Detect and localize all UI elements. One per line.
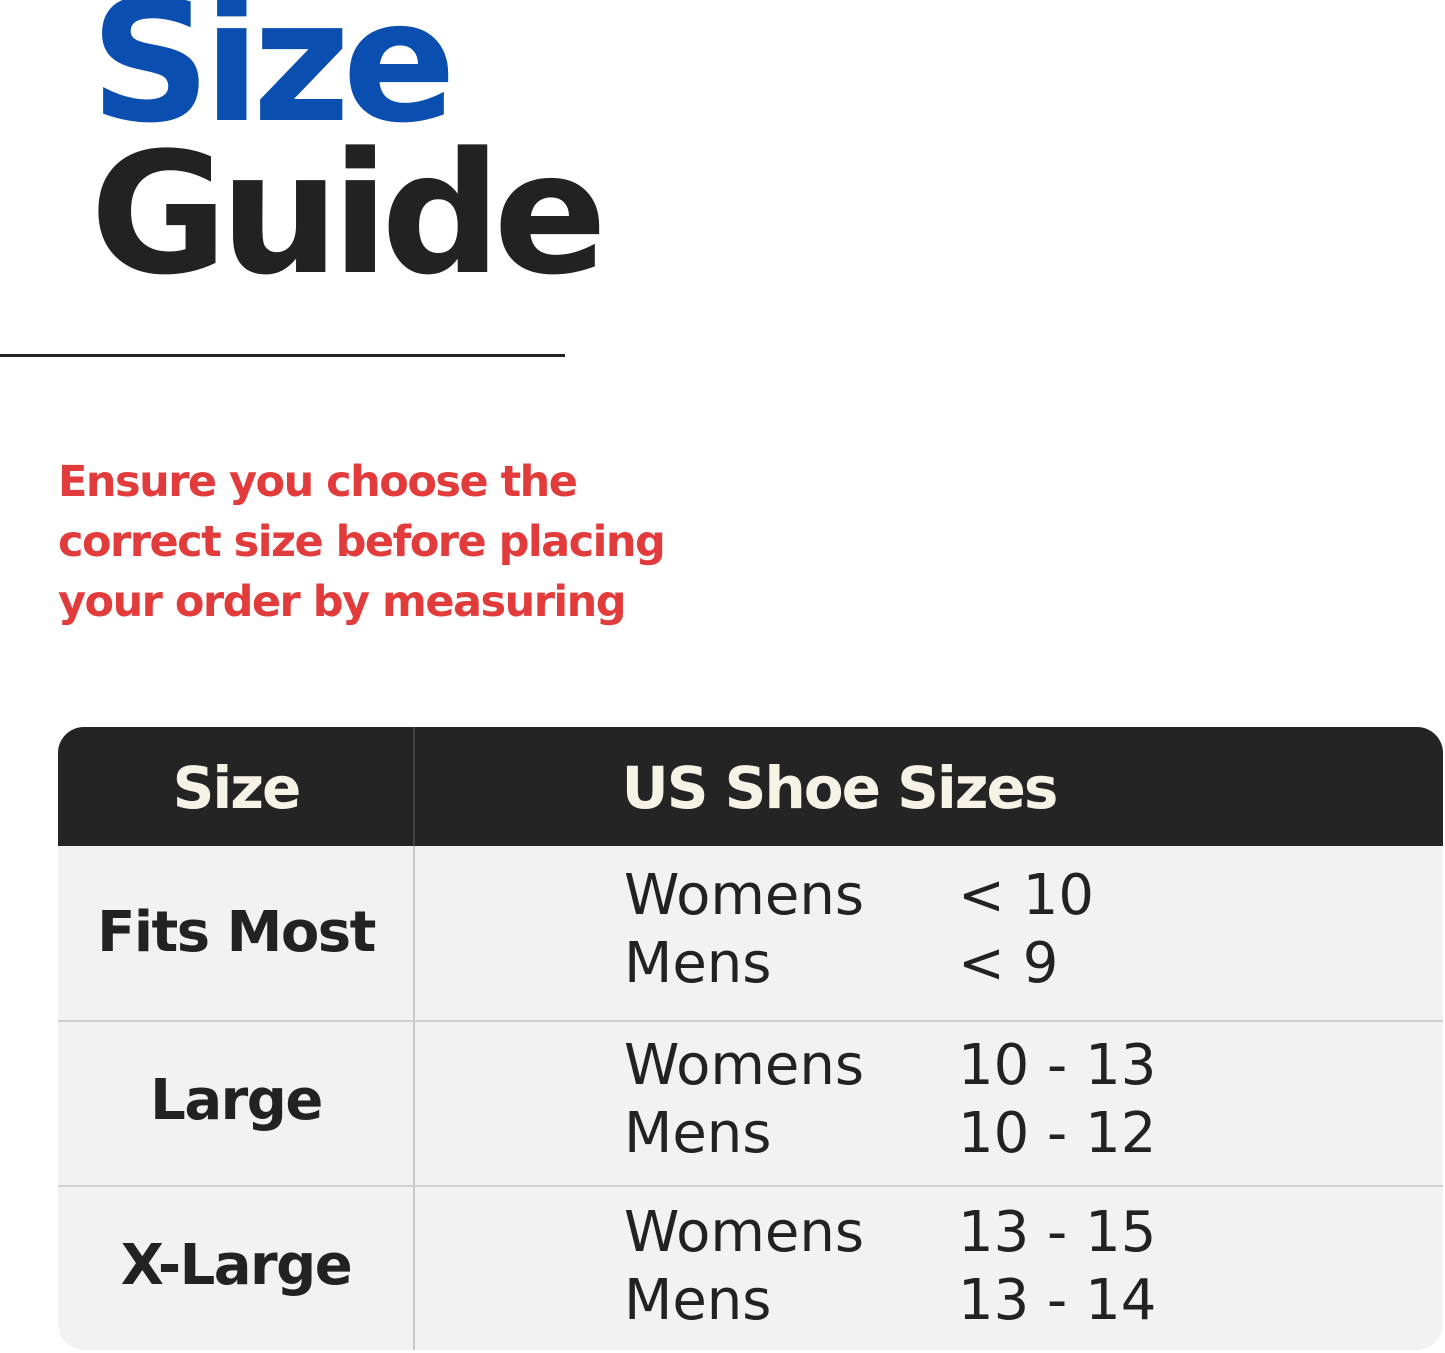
- divider: [0, 354, 565, 357]
- size-entry: Mens < 9: [624, 931, 1059, 996]
- title-guide: Guide: [90, 116, 607, 312]
- note-line: Ensure you choose the: [58, 457, 578, 507]
- column-divider: [413, 846, 415, 1350]
- size-entry: Mens 13 - 14: [624, 1268, 1157, 1333]
- size-label: Large: [150, 1068, 323, 1133]
- size-entry: Womens 13 - 15: [624, 1200, 1157, 1265]
- size-entry: Womens < 10: [624, 863, 1094, 928]
- table-row: X-Large Womens 13 - 15 Mens 13 - 14: [58, 1185, 1443, 1350]
- header-size: Size: [172, 754, 302, 822]
- size-entry: Mens 10 - 12: [624, 1101, 1157, 1166]
- column-divider: [413, 727, 415, 846]
- table-header: Size US Shoe Sizes: [58, 727, 1443, 846]
- table-row: Fits Most Womens < 10 Mens < 9: [58, 846, 1443, 1020]
- table-row: Large Womens 10 - 13 Mens 10 - 12: [58, 1020, 1443, 1187]
- note-line: correct size before placing: [58, 517, 666, 567]
- size-label: X-Large: [120, 1233, 353, 1298]
- size-entry: Womens 10 - 13: [624, 1033, 1157, 1098]
- title-size: Size: [90, 0, 456, 160]
- size-label: Fits Most: [97, 900, 376, 965]
- sizing-note: Ensure you choose the correct size befor…: [58, 452, 666, 632]
- size-table: Size US Shoe Sizes Fits Most Womens < 10 …: [58, 727, 1443, 1350]
- header-us-shoe-sizes: US Shoe Sizes: [621, 754, 1059, 822]
- note-line: your order by measuring: [58, 577, 627, 627]
